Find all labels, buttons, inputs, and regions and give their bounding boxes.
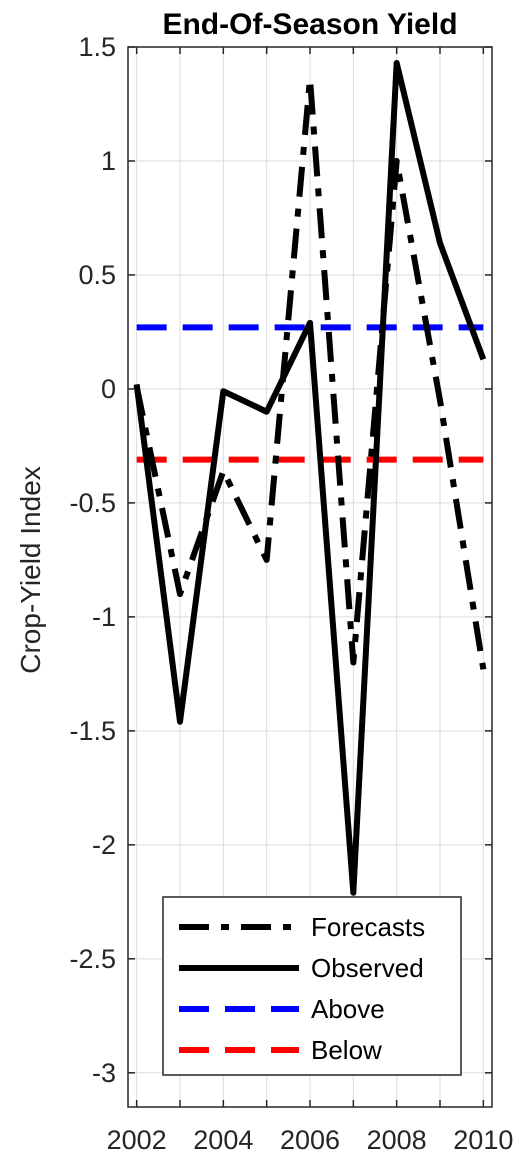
y-tick-label: -2.5 (69, 944, 116, 974)
legend: Forecasts Observed Above Below (162, 896, 462, 1076)
y-tick-label: -3 (92, 1058, 116, 1088)
ticks: -3 -2.5 -2 -1.5 -1 -0.5 0 0.5 1 1.5 2002 2004 2006 20… (69, 32, 513, 1155)
series-layer (133, 59, 487, 896)
series-line-forecasts (133, 75, 487, 670)
y-tick-label: 1.5 (78, 32, 116, 62)
series-line-observed (133, 59, 487, 896)
x-tick-label: 2006 (280, 1125, 340, 1155)
legend-label: Observed (311, 953, 424, 983)
x-tick-label: 2010 (453, 1125, 513, 1155)
y-tick-label: 1 (101, 146, 116, 176)
y-tick-label: 0.5 (78, 260, 116, 290)
y-tick-label: -1 (92, 602, 116, 632)
y-tick-label: -2 (92, 830, 116, 860)
x-tick-label: 2008 (367, 1125, 427, 1155)
legend-label: Below (311, 1035, 382, 1065)
y-tick-label: -1.5 (69, 716, 116, 746)
x-tick-label: 2002 (107, 1125, 167, 1155)
y-tick-label: -0.5 (69, 488, 116, 518)
chart-title: End-Of-Season Yield (162, 8, 457, 41)
legend-box (162, 896, 462, 1076)
legend-label: Forecasts (311, 912, 425, 942)
x-tick-label: 2004 (193, 1125, 253, 1155)
legend-label: Above (311, 994, 385, 1024)
y-tick-label: 0 (101, 374, 116, 404)
y-axis-label: Crop-Yield Index (15, 466, 46, 674)
